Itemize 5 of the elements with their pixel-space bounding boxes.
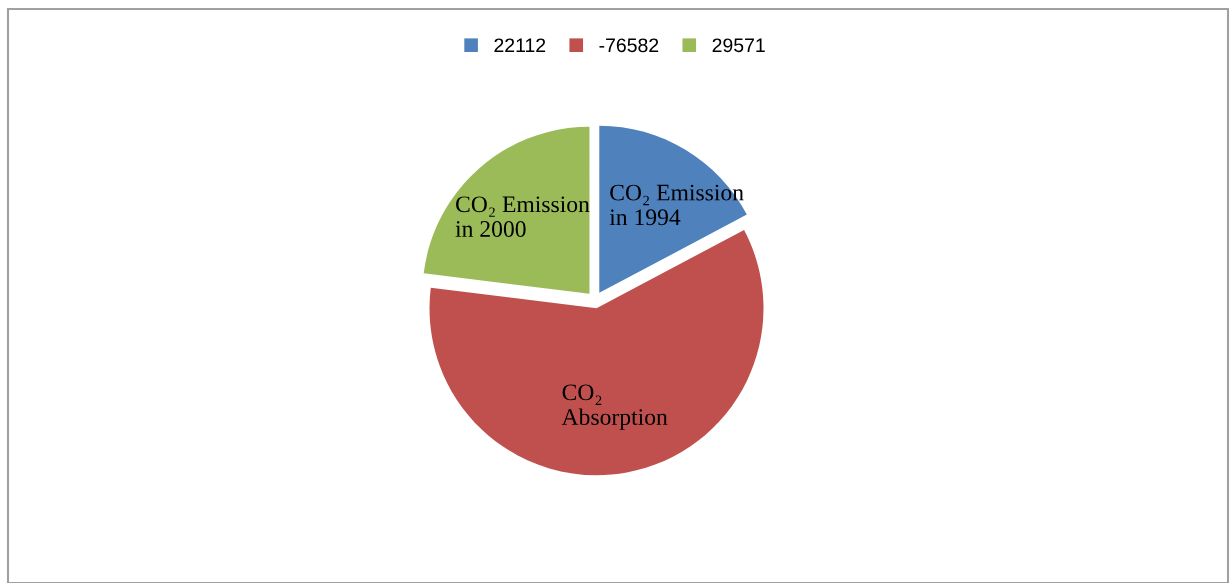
text: CO₂ Emission in 2000: [455, 196, 590, 237]
legend-label: 29571: [712, 38, 765, 53]
text: CO₂ Absorption: [561, 384, 668, 430]
legend-label: 22112: [494, 38, 546, 52]
legend-label: -76582: [599, 38, 659, 53]
